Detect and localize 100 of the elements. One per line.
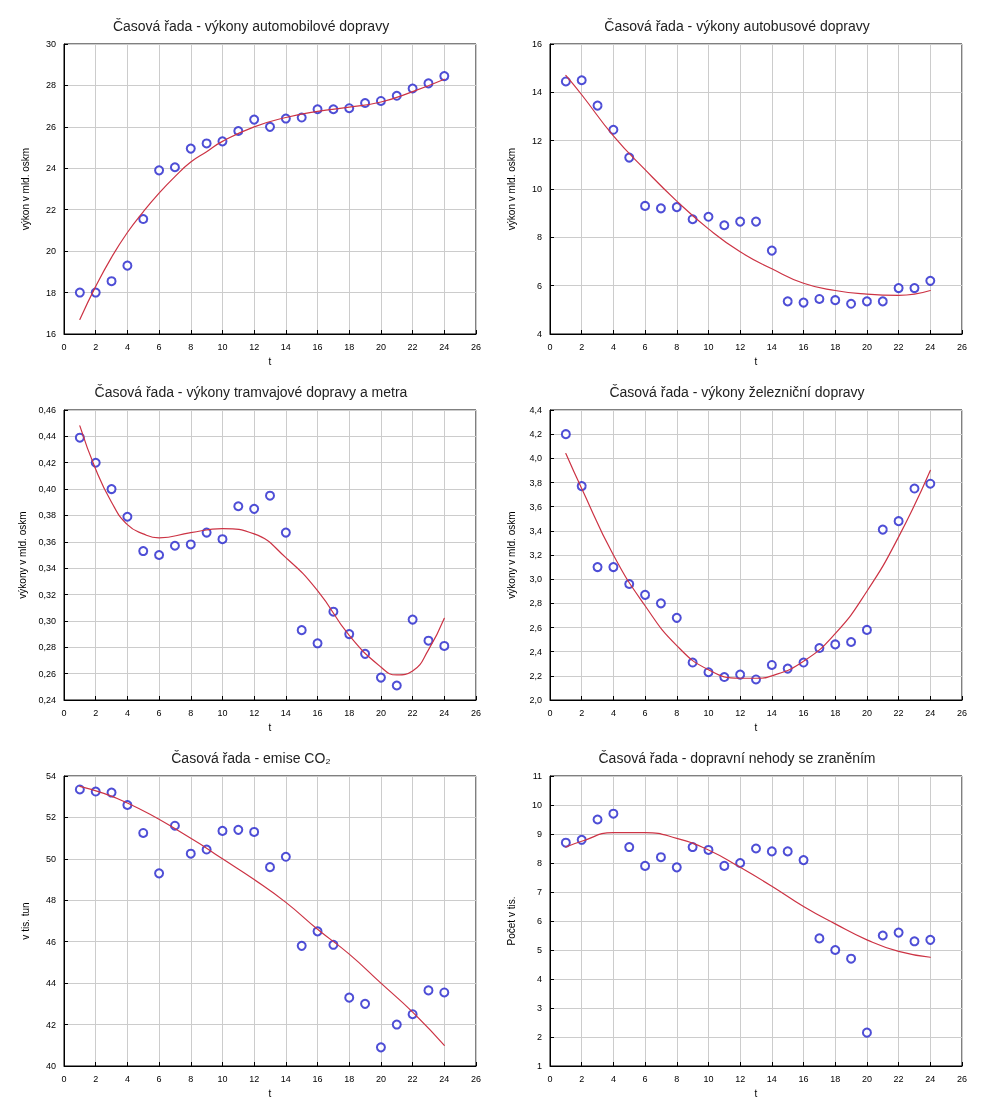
point [375, 1042, 386, 1053]
chart-title: Časová řada - výkony automobilové dopravy [112, 18, 390, 34]
y-tick-label: 50 [45, 853, 56, 864]
y-tick-label: 2,4 [529, 646, 542, 657]
point [814, 933, 825, 944]
x-tick-label: 14 [766, 707, 777, 718]
y-axis-title: v tis. tun [19, 902, 31, 940]
x-tick-label: 24 [925, 707, 936, 718]
point [925, 934, 936, 945]
y-tick-label: 6 [536, 916, 542, 926]
y-tick-label: 0,40 [38, 484, 56, 495]
y-tick-label: 0,34 [38, 563, 56, 574]
x-tick-label: 10 [217, 1073, 228, 1084]
point [265, 862, 275, 873]
chart-title: Časová řada - dopravní nehody se zraněním [598, 750, 876, 766]
point [296, 940, 307, 951]
y-axis-title: Počet v tis. [505, 896, 517, 946]
point [687, 842, 698, 853]
y-tick-label: 12 [531, 135, 542, 146]
point [608, 808, 619, 819]
x-tick-label: 26 [956, 341, 968, 352]
point [893, 516, 904, 527]
y-tick-label: 2 [536, 1032, 542, 1042]
y-tick-label: 0,24 [38, 695, 56, 705]
x-tick-label: 8 [188, 341, 194, 352]
x-tick-label: 0 [547, 707, 553, 718]
point [106, 276, 117, 287]
x-tick-label: 16 [312, 707, 323, 718]
point [360, 998, 371, 1009]
x-tick-label: 8 [674, 707, 680, 718]
x-tick-label: 10 [703, 707, 714, 718]
y-tick-label: 8 [536, 232, 542, 243]
point [185, 848, 196, 859]
y-tick-label: 42 [45, 1019, 56, 1030]
x-tick-label: 24 [439, 707, 450, 718]
x-tick-label: 2 [579, 707, 585, 718]
x-tick-label: 6 [642, 341, 648, 352]
y-tick-label: 4 [536, 974, 542, 984]
point [671, 862, 682, 873]
y-tick-label: 0,42 [38, 457, 56, 468]
point [735, 858, 746, 868]
point [766, 245, 777, 256]
point [138, 827, 149, 838]
point [735, 669, 746, 680]
point [138, 546, 149, 557]
point [655, 852, 666, 863]
point [608, 562, 619, 573]
chart-title: Časová řada - výkony autobusové dopravy [604, 18, 870, 34]
y-tick-label: 1 [536, 1061, 542, 1071]
x-tick-label: 4 [610, 341, 616, 352]
point [439, 987, 450, 998]
x-tick-label: 6 [156, 341, 162, 352]
point [719, 860, 730, 871]
point [391, 1019, 402, 1030]
point [375, 672, 386, 683]
y-tick-label: 54 [45, 771, 56, 781]
x-tick-label: 6 [156, 1073, 162, 1084]
point [719, 220, 730, 231]
point [122, 260, 133, 271]
point [560, 429, 571, 440]
point [592, 562, 603, 573]
point [893, 927, 904, 938]
x-tick-label: 12 [735, 707, 746, 718]
x-tick-label: 12 [249, 707, 260, 718]
point [592, 814, 603, 825]
point [185, 539, 196, 550]
y-tick-label: 52 [45, 812, 56, 823]
x-tick-label: 26 [956, 1073, 968, 1084]
point [439, 640, 450, 651]
y-tick-label: 2,2 [529, 670, 542, 681]
x-axis-title: t [754, 355, 758, 367]
x-tick-label: 14 [280, 707, 291, 718]
y-tick-label: 3 [536, 1003, 542, 1013]
y-tick-label: 46 [45, 936, 56, 947]
x-tick-label: 20 [375, 707, 386, 718]
x-tick-label: 4 [610, 1073, 616, 1084]
chart-title: Časová řada - emise CO₂ [171, 750, 331, 766]
point [439, 71, 450, 82]
x-tick-label: 18 [344, 1073, 355, 1084]
point [735, 216, 746, 227]
y-tick-label: 4,4 [529, 405, 542, 415]
point [233, 501, 244, 512]
point [312, 638, 323, 649]
point [296, 625, 307, 636]
x-tick-label: 0 [61, 1073, 67, 1084]
point [122, 511, 133, 522]
point [861, 1027, 872, 1038]
point [169, 162, 180, 173]
point [846, 637, 857, 647]
point [751, 843, 761, 854]
y-tick-label: 4 [536, 329, 542, 339]
x-tick-label: 6 [156, 707, 162, 718]
x-tick-label: 12 [249, 1073, 260, 1084]
x-axis-title: t [268, 355, 272, 367]
point [640, 589, 651, 600]
y-tick-label: 24 [45, 163, 56, 174]
point [249, 114, 260, 125]
x-tick-label: 22 [407, 707, 418, 718]
point [909, 483, 920, 494]
y-tick-label: 3,4 [529, 525, 542, 536]
